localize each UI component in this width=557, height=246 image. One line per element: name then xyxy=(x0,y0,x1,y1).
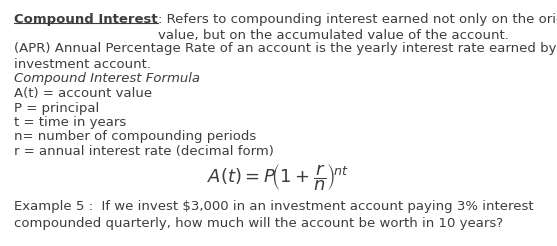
Text: Compound Interest Formula: Compound Interest Formula xyxy=(14,72,200,85)
Text: (APR) Annual Percentage Rate of an account is the yearly interest rate earned by: (APR) Annual Percentage Rate of an accou… xyxy=(14,42,557,72)
Text: r = annual interest rate (decimal form): r = annual interest rate (decimal form) xyxy=(14,145,274,158)
Text: n= number of compounding periods: n= number of compounding periods xyxy=(14,130,256,143)
Text: P = principal: P = principal xyxy=(14,102,99,115)
Text: Example 5 :  If we invest $3,000 in an investment account paying 3% interest
com: Example 5 : If we invest $3,000 in an in… xyxy=(14,200,534,230)
Text: t = time in years: t = time in years xyxy=(14,116,126,129)
Text: Compound Interest: Compound Interest xyxy=(14,13,158,26)
Text: $A(t) = P\!\left(1 + \dfrac{r}{n}\right)^{\!nt}$: $A(t) = P\!\left(1 + \dfrac{r}{n}\right)… xyxy=(207,162,349,193)
Text: : Refers to compounding interest earned not only on the original
value, but on t: : Refers to compounding interest earned … xyxy=(158,13,557,43)
Text: A(t) = account value: A(t) = account value xyxy=(14,87,152,100)
